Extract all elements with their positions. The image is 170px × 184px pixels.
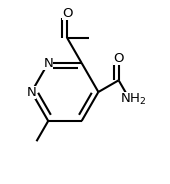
Text: NH$_2$: NH$_2$	[120, 92, 146, 107]
Text: O: O	[62, 7, 72, 20]
Text: O: O	[113, 52, 124, 65]
Text: N: N	[43, 56, 53, 70]
Text: N: N	[27, 86, 36, 98]
